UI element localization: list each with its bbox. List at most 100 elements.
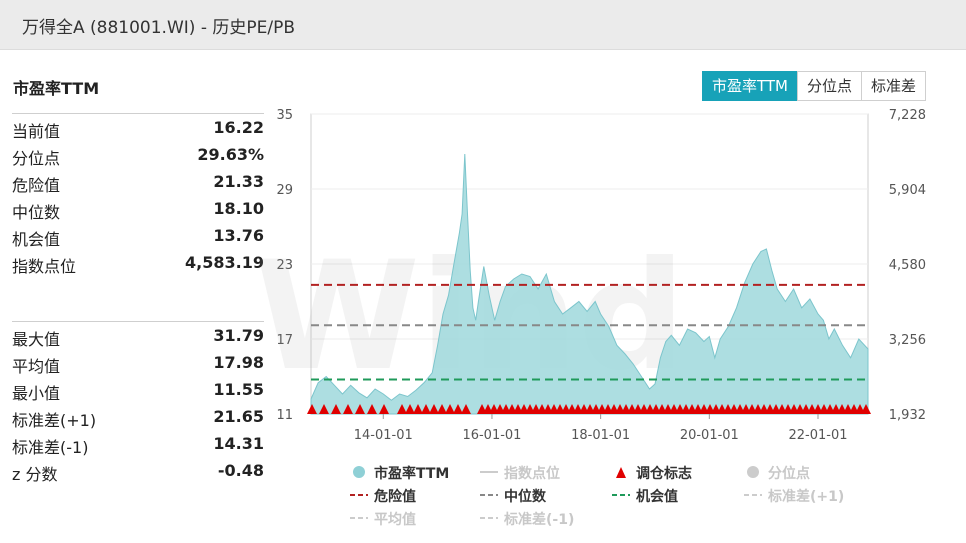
stat-label: 当前值 [12, 122, 61, 141]
stat-row: 中位数 18.10 [12, 195, 264, 222]
stat-row: 机会值 13.76 [12, 222, 264, 249]
stat-value: 4,583.19 [185, 253, 264, 272]
window-title: 万得全A (881001.WI) - 历史PE/PB [22, 18, 295, 38]
circle-icon [353, 466, 365, 478]
y-tick-right: 1,932 [889, 408, 926, 423]
y-tick-left: 17 [276, 333, 293, 348]
rebalance-marker [413, 404, 423, 414]
x-tick-label: 16-01-01 [462, 428, 521, 443]
window-titlebar: 万得全A (881001.WI) - 历史PE/PB [0, 0, 966, 50]
rebalance-marker [331, 404, 341, 414]
y-tick-left: 23 [276, 258, 293, 273]
legend-label: 标准差(-1) [504, 512, 575, 528]
pe-area [310, 153, 869, 415]
legend-label: 机会值 [636, 489, 678, 505]
rebalance-marker [343, 404, 353, 414]
y-tick-left: 11 [276, 408, 293, 423]
dash-icon [480, 494, 498, 496]
chart-legend: 市盈率TTM 指数点位 调仓标志 分位点危险值 中位数 机会值 标准差(+1) 平均值 标准差(… [350, 462, 870, 532]
dash-icon [744, 494, 762, 496]
stat-row: 危险值 21.33 [12, 168, 264, 195]
rebalance-marker [429, 404, 439, 414]
tab-1[interactable]: 分位点 [797, 71, 863, 101]
stat-label: 分位点 [12, 149, 61, 168]
stat-row: z 分数 -0.48 [12, 457, 264, 484]
y-tick-left: 29 [276, 183, 293, 198]
rebalance-marker [307, 404, 317, 414]
stat-row: 最大值 31.79 [12, 322, 264, 349]
stat-value: 18.10 [213, 199, 264, 218]
rebalance-marker [453, 404, 463, 414]
rebalance-marker [319, 404, 329, 414]
y-tick-left: 35 [276, 108, 293, 123]
stat-label: 最大值 [12, 330, 61, 349]
tab-2[interactable]: 标准差 [861, 71, 927, 101]
dash-icon [612, 494, 630, 496]
stat-value: 29.63% [197, 145, 264, 164]
line-icon [480, 471, 498, 473]
stat-row: 标准差(+1) 21.65 [12, 403, 264, 430]
legend-label: 中位数 [504, 489, 546, 505]
legend-label: 标准差(+1) [768, 489, 845, 505]
stat-row: 标准差(-1) 14.31 [12, 430, 264, 457]
legend-label: 危险值 [374, 489, 416, 505]
legend-label: 调仓标志 [636, 466, 692, 482]
stat-value: 17.98 [213, 353, 264, 372]
rebalance-marker [437, 404, 447, 414]
stats-bottom: 最大值 31.79 平均值 17.98 最小值 11.55 标准差(+1) 21.65 标准差(… [12, 321, 264, 484]
stat-label: z 分数 [12, 465, 58, 484]
rebalance-marker [461, 404, 471, 414]
dash-icon [350, 517, 368, 519]
stat-label: 平均值 [12, 357, 61, 376]
y-tick-right: 3,256 [889, 333, 926, 348]
stat-label: 机会值 [12, 230, 61, 249]
circle-icon [747, 466, 759, 478]
stat-value: 13.76 [213, 226, 264, 245]
stat-value: 21.65 [213, 407, 264, 426]
rebalance-marker [367, 404, 377, 414]
x-tick-label: 18-01-01 [571, 428, 630, 443]
panel-title: 市盈率TTM [13, 79, 100, 98]
rebalance-marker [421, 404, 431, 414]
stat-label: 标准差(+1) [12, 411, 97, 430]
x-tick-label: 22-01-01 [788, 428, 847, 443]
rebalance-marker [379, 404, 389, 414]
stat-value: 31.79 [213, 326, 264, 345]
metric-tabs: 市盈率TTM 分位点 标准差 [702, 71, 927, 101]
legend-label: 平均值 [374, 512, 416, 528]
dash-icon [350, 494, 368, 496]
stat-label: 最小值 [12, 384, 61, 403]
stat-row: 平均值 17.98 [12, 349, 264, 376]
stat-value: 14.31 [213, 434, 264, 453]
stat-row: 当前值 16.22 [12, 114, 264, 141]
x-tick-label: 20-01-01 [680, 428, 739, 443]
stat-label: 指数点位 [12, 257, 77, 276]
y-tick-right: 5,904 [889, 183, 926, 198]
y-tick-right: 4,580 [889, 258, 926, 273]
dash-icon [480, 517, 498, 519]
rebalance-marker [397, 404, 407, 414]
y-tick-right: 7,228 [889, 108, 926, 123]
rebalance-marker [861, 404, 871, 414]
stat-value: 11.55 [213, 380, 264, 399]
legend-label: 分位点 [768, 466, 810, 482]
legend-label: 市盈率TTM [374, 466, 450, 482]
legend-label: 指数点位 [504, 466, 560, 482]
rebalance-marker [405, 404, 415, 414]
stat-value: 16.22 [213, 118, 264, 137]
stats-top: 当前值 16.22 分位点 29.63% 危险值 21.33 中位数 18.10 机会值 13.7… [12, 113, 264, 276]
stat-label: 标准差(-1) [12, 438, 89, 457]
x-tick-label: 14-01-01 [354, 428, 413, 443]
stat-row: 指数点位 4,583.19 [12, 249, 264, 276]
stat-row: 最小值 11.55 [12, 376, 264, 403]
rebalance-marker [355, 404, 365, 414]
rebalance-marker [445, 404, 455, 414]
stat-label: 危险值 [12, 176, 61, 195]
stat-row: 分位点 29.63% [12, 141, 264, 168]
stat-label: 中位数 [12, 203, 61, 222]
stat-value: 21.33 [213, 172, 264, 191]
tab-0[interactable]: 市盈率TTM [702, 71, 799, 101]
stat-value: -0.48 [217, 461, 264, 480]
triangle-icon [616, 467, 626, 478]
